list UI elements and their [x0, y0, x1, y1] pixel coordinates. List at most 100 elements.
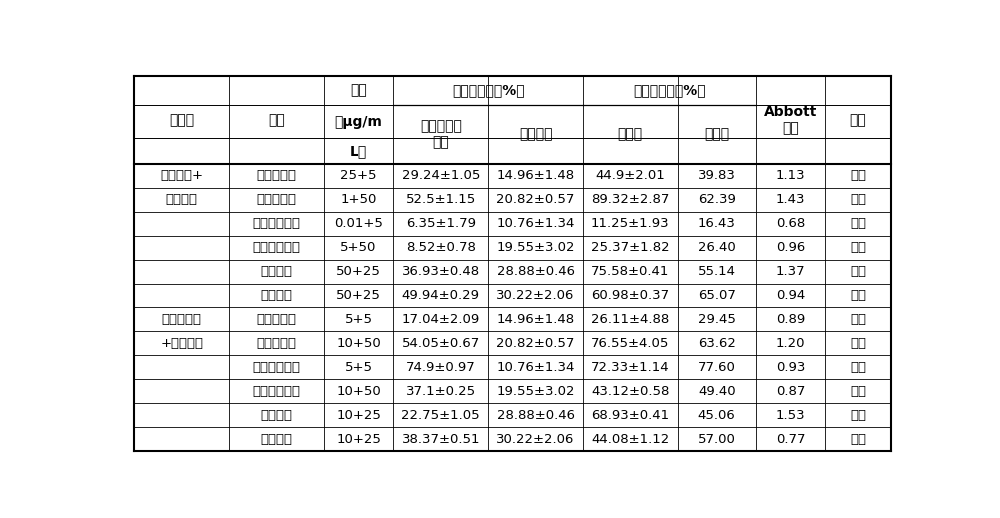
Text: 10+25: 10+25	[336, 409, 381, 422]
Text: 组合物: 组合物	[169, 113, 194, 127]
Text: 辣椒疫霉: 辣椒疫霉	[260, 289, 292, 302]
Text: 1.13: 1.13	[776, 169, 805, 182]
Text: 5+5: 5+5	[345, 361, 373, 374]
Text: 0.87: 0.87	[776, 385, 805, 398]
Text: 50+25: 50+25	[336, 289, 381, 302]
Text: 44.08±1.12: 44.08±1.12	[591, 433, 669, 445]
Text: 30.22±2.06: 30.22±2.06	[496, 433, 575, 445]
Text: 62.39: 62.39	[698, 193, 736, 206]
Text: 20.82±0.57: 20.82±0.57	[496, 193, 575, 206]
Text: 0.77: 0.77	[776, 433, 805, 445]
Text: 相加: 相加	[850, 289, 866, 302]
Text: 效果: 效果	[850, 113, 866, 127]
Text: 10+25: 10+25	[336, 433, 381, 445]
Text: 小麦赤霉病菌: 小麦赤霉病菌	[252, 241, 300, 254]
Text: 14.96±1.48: 14.96±1.48	[496, 313, 575, 326]
Text: 5+5: 5+5	[345, 313, 373, 326]
Text: 单剂抑制率（%）: 单剂抑制率（%）	[452, 83, 524, 97]
Text: 菌种: 菌种	[268, 113, 285, 127]
Text: 49.94±0.29: 49.94±0.29	[402, 289, 480, 302]
Text: 混剂抑制率（%）: 混剂抑制率（%）	[633, 83, 706, 97]
Text: 25+5: 25+5	[340, 169, 377, 182]
Text: Abbott
指数: Abbott 指数	[764, 105, 817, 135]
Text: （新）白叶
藤碱: （新）白叶 藤碱	[420, 119, 462, 150]
Text: 相加: 相加	[850, 217, 866, 230]
Text: 19.55±3.02: 19.55±3.02	[496, 241, 575, 254]
Text: 白叶藤碱+: 白叶藤碱+	[160, 169, 203, 182]
Text: 45.06: 45.06	[698, 409, 736, 422]
Text: 29.45: 29.45	[698, 313, 736, 326]
Text: 稻瘟病菌: 稻瘟病菌	[260, 265, 292, 278]
Text: 相加: 相加	[850, 193, 866, 206]
Text: 新白叶藤碱: 新白叶藤碱	[162, 313, 202, 326]
Text: 20.82±0.57: 20.82±0.57	[496, 337, 575, 350]
Text: 相加: 相加	[850, 337, 866, 350]
Text: 相加: 相加	[850, 433, 866, 445]
Text: 54.05±0.67: 54.05±0.67	[402, 337, 480, 350]
Text: 相加: 相加	[850, 241, 866, 254]
Text: 44.9±2.01: 44.9±2.01	[595, 169, 665, 182]
Text: 相加: 相加	[850, 169, 866, 182]
Text: 1.20: 1.20	[776, 337, 805, 350]
Text: 75.58±0.41: 75.58±0.41	[591, 265, 670, 278]
Text: 1+50: 1+50	[340, 193, 377, 206]
Text: 39.83: 39.83	[698, 169, 736, 182]
Text: 1.53: 1.53	[776, 409, 805, 422]
Text: 25.37±1.82: 25.37±1.82	[591, 241, 670, 254]
Text: 65.07: 65.07	[698, 289, 736, 302]
Text: 14.96±1.48: 14.96±1.48	[496, 169, 575, 182]
Text: 10+50: 10+50	[336, 385, 381, 398]
Text: 63.62: 63.62	[698, 337, 736, 350]
Text: 1.37: 1.37	[776, 265, 805, 278]
Text: 实测值: 实测值	[618, 127, 643, 141]
Text: 17.04±2.09: 17.04±2.09	[402, 313, 480, 326]
Text: （µg/m: （µg/m	[335, 115, 383, 129]
Text: 19.55±3.02: 19.55±3.02	[496, 385, 575, 398]
Text: 55.14: 55.14	[698, 265, 736, 278]
Text: 浓度: 浓度	[350, 83, 367, 97]
Text: 10.76±1.34: 10.76±1.34	[496, 361, 575, 374]
Text: 相加: 相加	[850, 385, 866, 398]
Text: 28.88±0.46: 28.88±0.46	[497, 409, 575, 422]
Text: 72.33±1.14: 72.33±1.14	[591, 361, 670, 374]
Text: 30.22±2.06: 30.22±2.06	[496, 289, 575, 302]
Text: 76.55±4.05: 76.55±4.05	[591, 337, 670, 350]
Text: 28.88±0.46: 28.88±0.46	[497, 265, 575, 278]
Text: 0.96: 0.96	[776, 241, 805, 254]
Text: 77.60: 77.60	[698, 361, 736, 374]
Text: 小麦赤霉病菌: 小麦赤霉病菌	[252, 385, 300, 398]
Text: +香紫苏醇: +香紫苏醇	[160, 337, 203, 350]
Text: 辣椒疫霉: 辣椒疫霉	[260, 433, 292, 445]
Text: 相加: 相加	[850, 361, 866, 374]
Text: 0.89: 0.89	[776, 313, 805, 326]
Text: 0.94: 0.94	[776, 289, 805, 302]
Text: 49.40: 49.40	[698, 385, 736, 398]
Text: L）: L）	[350, 144, 367, 158]
Text: 0.68: 0.68	[776, 217, 805, 230]
Text: 26.40: 26.40	[698, 241, 736, 254]
Text: 0.01+5: 0.01+5	[334, 217, 383, 230]
Text: 番茄灰霉病菌: 番茄灰霉病菌	[252, 217, 300, 230]
Text: 11.25±1.93: 11.25±1.93	[591, 217, 670, 230]
Text: 协同: 协同	[850, 409, 866, 422]
Text: 预期值: 预期值	[704, 127, 729, 141]
Text: 89.32±2.87: 89.32±2.87	[591, 193, 670, 206]
Text: 29.24±1.05: 29.24±1.05	[402, 169, 480, 182]
Text: 50+25: 50+25	[336, 265, 381, 278]
Text: 10+50: 10+50	[336, 337, 381, 350]
Text: 43.12±0.58: 43.12±0.58	[591, 385, 670, 398]
Text: 22.75±1.05: 22.75±1.05	[401, 409, 480, 422]
Text: 香紫苏醇: 香紫苏醇	[519, 127, 552, 141]
Text: 10.76±1.34: 10.76±1.34	[496, 217, 575, 230]
Text: 26.11±4.88: 26.11±4.88	[591, 313, 669, 326]
Text: 37.1±0.25: 37.1±0.25	[406, 385, 476, 398]
Text: 60.98±0.37: 60.98±0.37	[591, 289, 669, 302]
Text: 番茄灰霉病菌: 番茄灰霉病菌	[252, 361, 300, 374]
Text: 5+50: 5+50	[340, 241, 377, 254]
Text: 16.43: 16.43	[698, 217, 736, 230]
Text: 香紫苏醇: 香紫苏醇	[166, 193, 198, 206]
Text: 68.93±0.41: 68.93±0.41	[591, 409, 669, 422]
Text: 38.37±0.51: 38.37±0.51	[402, 433, 480, 445]
Text: 稻瘟病菌: 稻瘟病菌	[260, 409, 292, 422]
Text: 1.43: 1.43	[776, 193, 805, 206]
